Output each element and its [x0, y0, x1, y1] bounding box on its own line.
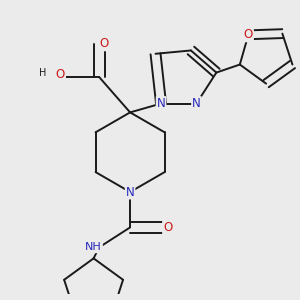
Text: N: N: [126, 185, 134, 199]
Text: O: O: [56, 68, 65, 81]
Text: N: N: [192, 97, 201, 110]
Text: O: O: [244, 28, 253, 41]
Text: NH: NH: [85, 242, 102, 252]
Text: H: H: [39, 68, 46, 78]
Text: O: O: [163, 221, 172, 234]
Text: O: O: [99, 37, 108, 50]
Text: N: N: [157, 97, 165, 110]
